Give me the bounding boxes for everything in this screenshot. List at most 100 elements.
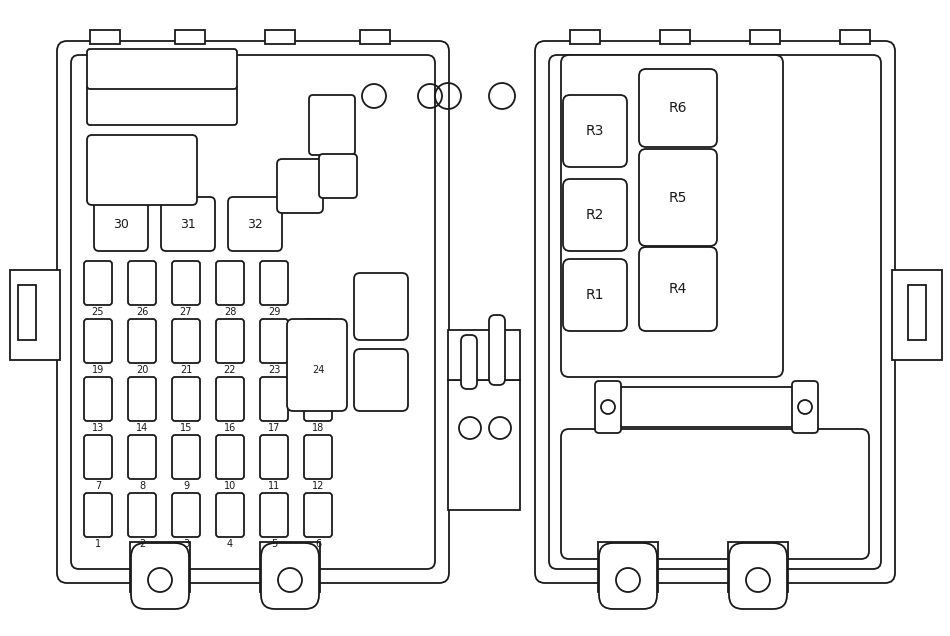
Text: 5: 5 xyxy=(271,539,277,549)
FancyBboxPatch shape xyxy=(563,95,627,167)
Text: 10: 10 xyxy=(224,481,237,491)
FancyBboxPatch shape xyxy=(216,319,244,363)
Bar xyxy=(260,542,320,592)
Text: R1: R1 xyxy=(586,288,604,302)
Text: R3: R3 xyxy=(586,124,604,138)
Text: R5: R5 xyxy=(669,191,687,205)
Text: 14: 14 xyxy=(136,423,148,433)
FancyBboxPatch shape xyxy=(304,493,332,537)
FancyBboxPatch shape xyxy=(87,85,237,125)
Text: 27: 27 xyxy=(180,307,192,317)
Text: 1: 1 xyxy=(95,539,101,549)
Text: 6: 6 xyxy=(315,539,321,549)
Text: 4: 4 xyxy=(227,539,233,549)
Text: 18: 18 xyxy=(312,423,324,433)
Bar xyxy=(570,30,600,44)
Bar xyxy=(750,30,780,44)
FancyBboxPatch shape xyxy=(216,493,244,537)
FancyBboxPatch shape xyxy=(84,493,112,537)
Bar xyxy=(175,30,205,44)
Text: 21: 21 xyxy=(180,365,192,375)
Text: 7: 7 xyxy=(95,481,101,491)
FancyBboxPatch shape xyxy=(84,435,112,479)
FancyBboxPatch shape xyxy=(319,154,357,198)
FancyBboxPatch shape xyxy=(128,261,156,305)
FancyBboxPatch shape xyxy=(172,261,200,305)
FancyBboxPatch shape xyxy=(563,179,627,251)
Text: 13: 13 xyxy=(92,423,104,433)
FancyBboxPatch shape xyxy=(535,41,895,583)
FancyBboxPatch shape xyxy=(792,381,818,433)
FancyBboxPatch shape xyxy=(216,435,244,479)
Text: 12: 12 xyxy=(312,481,324,491)
FancyBboxPatch shape xyxy=(599,543,657,609)
FancyBboxPatch shape xyxy=(260,377,288,421)
Text: 19: 19 xyxy=(92,365,104,375)
FancyBboxPatch shape xyxy=(639,69,717,147)
Bar xyxy=(90,30,120,44)
FancyBboxPatch shape xyxy=(260,493,288,537)
Text: 25: 25 xyxy=(92,307,104,317)
Bar xyxy=(265,30,295,44)
FancyBboxPatch shape xyxy=(87,49,237,89)
Bar xyxy=(10,270,60,360)
FancyBboxPatch shape xyxy=(260,435,288,479)
FancyBboxPatch shape xyxy=(94,197,148,251)
FancyBboxPatch shape xyxy=(639,149,717,246)
Bar xyxy=(448,380,520,510)
FancyBboxPatch shape xyxy=(216,261,244,305)
Text: 3: 3 xyxy=(183,539,189,549)
FancyBboxPatch shape xyxy=(304,319,332,363)
Text: 15: 15 xyxy=(180,423,192,433)
FancyBboxPatch shape xyxy=(309,95,355,155)
Text: 2: 2 xyxy=(139,539,145,549)
Text: 32: 32 xyxy=(247,218,263,230)
FancyBboxPatch shape xyxy=(354,349,408,411)
FancyBboxPatch shape xyxy=(549,55,881,569)
FancyBboxPatch shape xyxy=(605,387,799,427)
Bar xyxy=(908,285,926,340)
Text: R2: R2 xyxy=(586,208,604,222)
FancyBboxPatch shape xyxy=(128,319,156,363)
Bar xyxy=(18,285,36,340)
Bar xyxy=(660,30,690,44)
Text: 24: 24 xyxy=(312,365,324,375)
FancyBboxPatch shape xyxy=(172,435,200,479)
Text: 23: 23 xyxy=(268,365,280,375)
Text: 9: 9 xyxy=(183,481,189,491)
Bar xyxy=(360,30,390,44)
FancyBboxPatch shape xyxy=(172,493,200,537)
FancyBboxPatch shape xyxy=(729,543,787,609)
FancyBboxPatch shape xyxy=(128,493,156,537)
Text: 16: 16 xyxy=(224,423,237,433)
FancyBboxPatch shape xyxy=(84,319,112,363)
FancyBboxPatch shape xyxy=(87,135,197,205)
FancyBboxPatch shape xyxy=(260,319,288,363)
FancyBboxPatch shape xyxy=(595,381,621,433)
FancyBboxPatch shape xyxy=(639,247,717,331)
Text: R4: R4 xyxy=(669,282,687,296)
FancyBboxPatch shape xyxy=(84,377,112,421)
Text: R6: R6 xyxy=(669,101,687,115)
Text: 30: 30 xyxy=(113,218,129,230)
Text: 26: 26 xyxy=(136,307,148,317)
Text: 28: 28 xyxy=(224,307,237,317)
FancyBboxPatch shape xyxy=(304,435,332,479)
FancyBboxPatch shape xyxy=(489,315,505,385)
FancyBboxPatch shape xyxy=(172,319,200,363)
Text: 11: 11 xyxy=(268,481,280,491)
Bar xyxy=(892,270,942,360)
FancyBboxPatch shape xyxy=(261,543,319,609)
FancyBboxPatch shape xyxy=(172,377,200,421)
FancyBboxPatch shape xyxy=(57,41,449,583)
Bar xyxy=(448,330,520,380)
FancyBboxPatch shape xyxy=(161,197,215,251)
FancyBboxPatch shape xyxy=(561,429,869,559)
FancyBboxPatch shape xyxy=(84,261,112,305)
Bar xyxy=(728,542,788,592)
Text: 29: 29 xyxy=(268,307,280,317)
FancyBboxPatch shape xyxy=(561,55,783,377)
FancyBboxPatch shape xyxy=(354,273,408,340)
FancyBboxPatch shape xyxy=(287,319,347,411)
FancyBboxPatch shape xyxy=(128,435,156,479)
